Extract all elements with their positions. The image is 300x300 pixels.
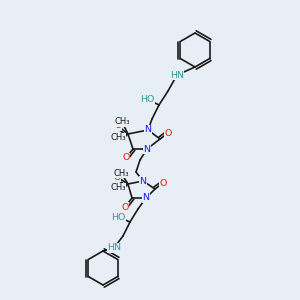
Text: HN: HN (107, 244, 121, 253)
Text: CH₃: CH₃ (110, 184, 126, 193)
Text: O: O (113, 172, 121, 182)
Text: N: N (142, 194, 149, 202)
Text: CH₃: CH₃ (113, 169, 129, 178)
Text: O: O (114, 122, 122, 130)
Text: HN: HN (170, 70, 184, 80)
Text: N: N (145, 125, 152, 134)
Text: CH₃: CH₃ (114, 118, 130, 127)
Text: O: O (122, 154, 130, 163)
Text: O: O (121, 202, 129, 211)
Text: HO: HO (111, 212, 125, 221)
Text: CH₃: CH₃ (110, 134, 126, 142)
Text: O: O (159, 178, 167, 188)
Text: N: N (140, 176, 146, 185)
Text: O: O (164, 128, 172, 137)
Text: HO: HO (140, 94, 154, 103)
Text: N: N (143, 145, 151, 154)
